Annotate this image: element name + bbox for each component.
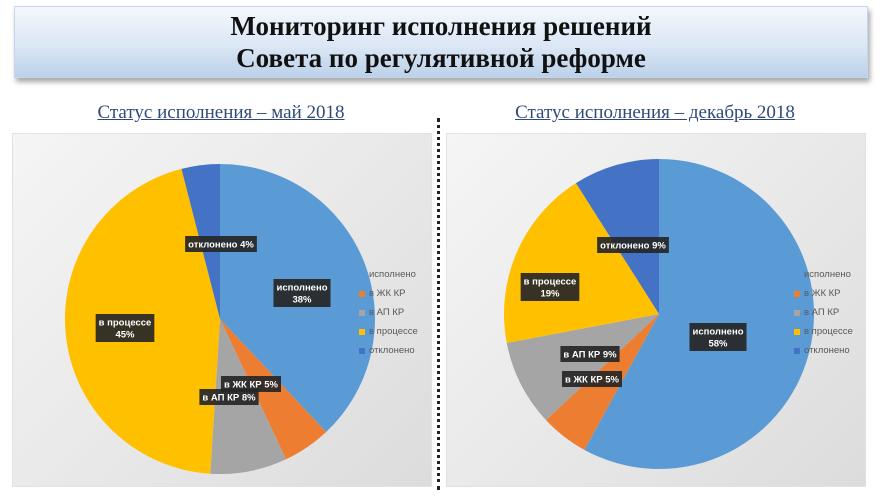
legend-swatch	[359, 328, 365, 335]
divider	[437, 118, 440, 490]
legend-swatch	[359, 271, 365, 278]
data-label-в-ап-кр: в АП КР 9%	[560, 346, 620, 362]
legend-swatch	[359, 309, 365, 316]
legend-swatch	[794, 271, 800, 278]
legend-swatch	[794, 328, 800, 335]
legend-item-исполнено: исполнено	[794, 265, 853, 284]
legend-swatch	[794, 309, 800, 316]
svg-text:отклонено 9%: отклонено 9%	[600, 241, 666, 252]
legend-swatch	[794, 290, 800, 297]
chart-title-may: Статус исполнения – май 2018	[97, 102, 345, 123]
svg-text:отклонено 4%: отклонено 4%	[188, 240, 254, 251]
pie-slice-исполнено	[584, 159, 814, 469]
pie-slice-в-ап-кр	[506, 314, 659, 421]
legend-december: исполнено в ЖК КР в АП КР в процессе отклоне…	[794, 265, 853, 360]
legend-item-в-процессе: в процессе	[359, 322, 418, 341]
svg-text:исполнено: исполнено	[692, 327, 743, 338]
svg-text:58%: 58%	[708, 339, 728, 350]
legend-label: в ЖК КР	[804, 288, 841, 299]
legend-swatch	[359, 347, 365, 354]
legend-label: в АП КР	[804, 307, 840, 318]
svg-text:в АП КР 8%: в АП КР 8%	[202, 393, 256, 404]
chart-panel-may: исполнено 38% в ЖК КР 5% в АП КР 8% в процес…	[12, 133, 432, 487]
svg-text:в ЖК КР 5%: в ЖК КР 5%	[224, 380, 279, 391]
chart-title-december: Статус исполнения – декабрь 2018	[515, 102, 795, 123]
legend-swatch	[794, 347, 800, 354]
legend-item-в-жк-кр: в ЖК КР	[794, 284, 853, 303]
svg-text:38%: 38%	[292, 295, 312, 306]
legend-label: исполнено	[804, 269, 851, 280]
pie-slice-в-процессе	[504, 183, 659, 344]
page-title-line-1: Мониторинг исполнения решений	[230, 11, 652, 41]
legend-item-в-ап-кр: в АП КР	[794, 303, 853, 322]
data-label-в-жк-кр: в ЖК КР 5%	[220, 376, 282, 392]
legend-swatch	[359, 290, 365, 297]
pie-slice-отклонено	[575, 159, 659, 314]
svg-text:в ЖК КР 5%: в ЖК КР 5%	[565, 375, 620, 386]
chart-panel-december: исполнено 58% в ЖК КР 5% в АП КР 9% в процес…	[446, 133, 866, 487]
page-title-line-2: Совета по регулятивной реформе	[236, 43, 646, 73]
legend-item-в-жк-кр: в ЖК КР	[359, 284, 418, 303]
legend-item-в-ап-кр: в АП КР	[359, 303, 418, 322]
legend-label: в процессе	[804, 326, 853, 337]
svg-text:в АП КР 9%: в АП КР 9%	[563, 350, 617, 361]
title-banner: Мониторинг исполнения решений Совета по …	[14, 6, 868, 78]
data-label-отклонено: отклонено 9%	[597, 237, 669, 253]
data-label-в-жк-кр: в ЖК КР 5%	[561, 371, 623, 387]
legend-item-отклонено: отклонено	[794, 341, 853, 360]
svg-text:19%: 19%	[540, 289, 560, 300]
legend-may: исполнено в ЖК КР в АП КР в процессе отклоне…	[359, 265, 418, 360]
data-label-отклонено: отклонено 4%	[185, 236, 257, 252]
legend-item-отклонено: отклонено	[359, 341, 418, 360]
svg-text:в процессе: в процессе	[524, 277, 577, 288]
svg-text:исполнено: исполнено	[276, 283, 327, 294]
legend-label: отклонено	[369, 345, 415, 356]
legend-label: в АП КР	[369, 307, 405, 318]
legend-item-в-процессе: в процессе	[794, 322, 853, 341]
legend-label: отклонено	[804, 345, 850, 356]
legend-item-исполнено: исполнено	[359, 265, 418, 284]
svg-text:45%: 45%	[115, 330, 135, 341]
data-label-в-ап-кр: в АП КР 8%	[199, 389, 259, 405]
legend-label: исполнено	[369, 269, 416, 280]
svg-text:в процессе: в процессе	[99, 318, 152, 329]
legend-label: в ЖК КР	[369, 288, 406, 299]
legend-label: в процессе	[369, 326, 418, 337]
